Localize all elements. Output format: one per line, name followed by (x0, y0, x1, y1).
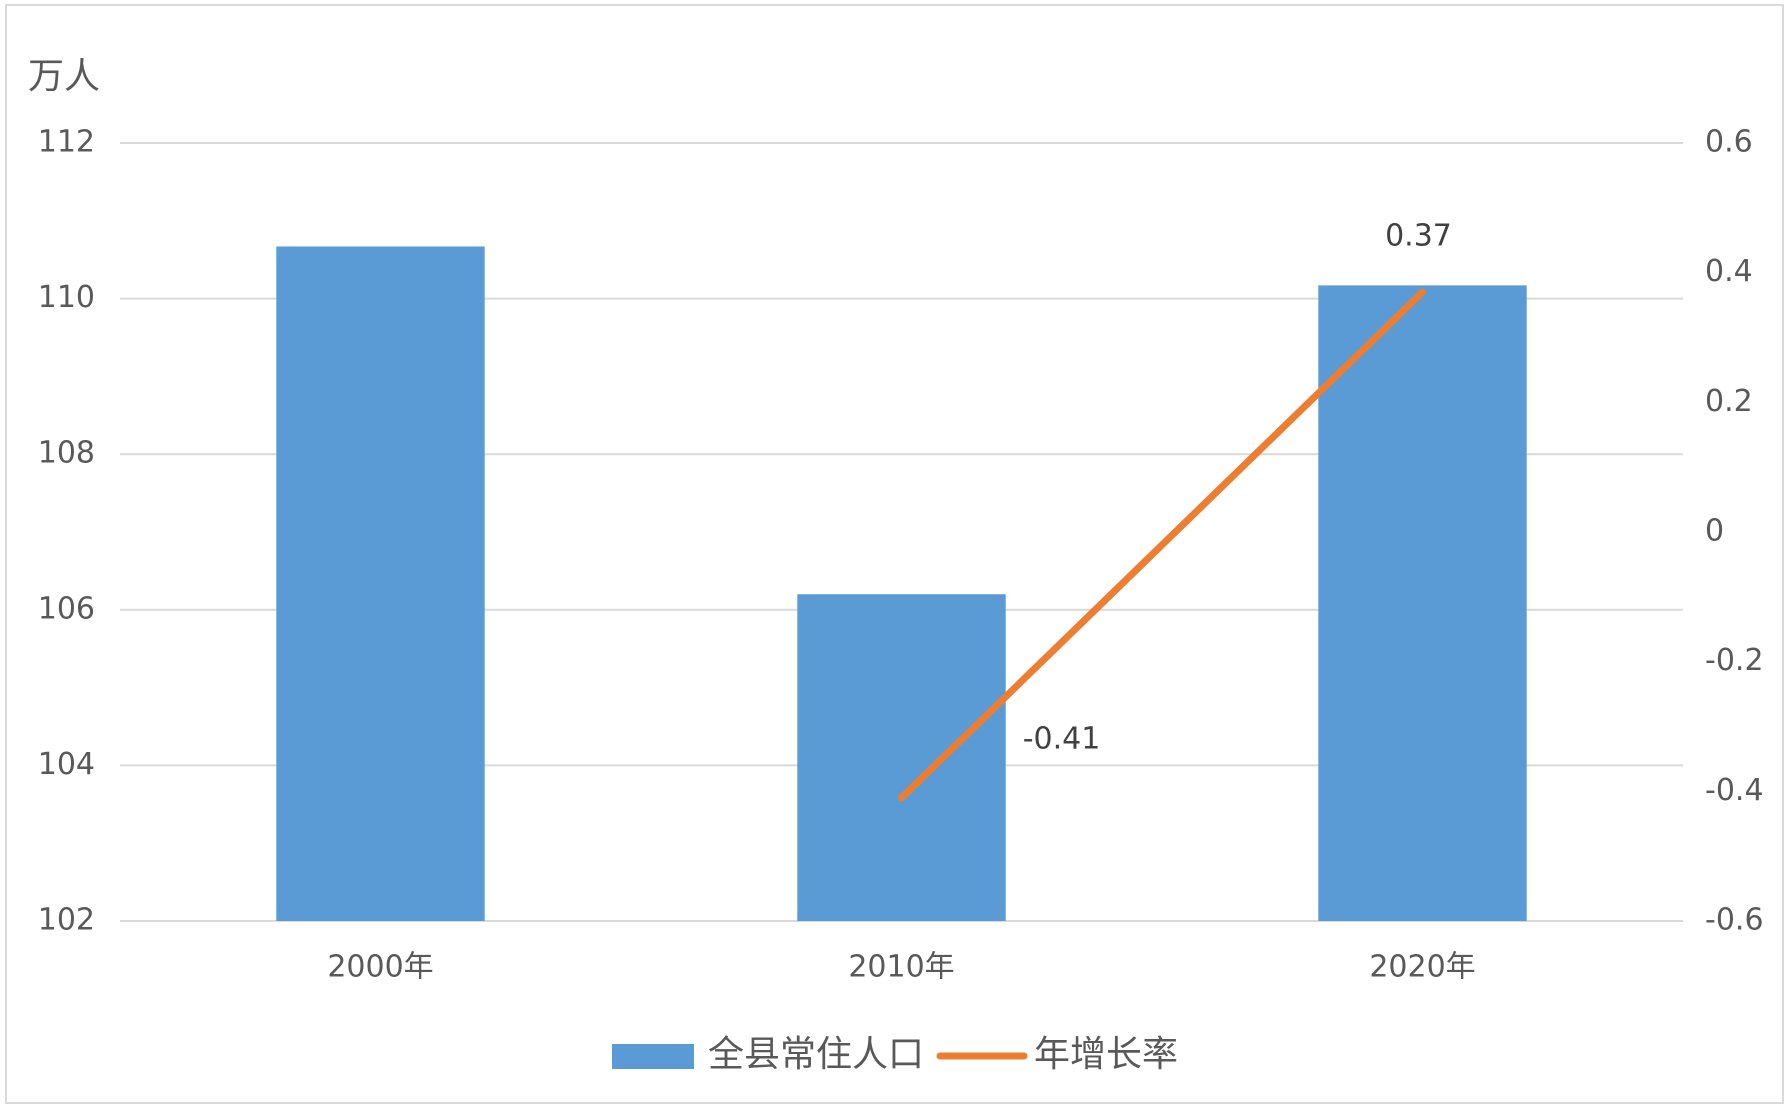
x-tick-label: 2020年 (1369, 950, 1475, 985)
x-tick-label: 2010年 (848, 950, 954, 985)
legend-swatch (612, 1044, 694, 1069)
y-tick-label: 110 (38, 280, 95, 315)
y2-tick-label: -0.2 (1705, 643, 1764, 678)
data-label: 0.37 (1385, 219, 1452, 254)
y2-tick-label: 0 (1705, 514, 1724, 549)
y-tick-label: 108 (38, 436, 95, 471)
y2-tick-label: 0.6 (1705, 125, 1753, 160)
y-unit-label: 万人 (28, 56, 100, 97)
legend-label: 年增长率 (1034, 1034, 1178, 1075)
bar (1318, 285, 1527, 921)
line (898, 288, 1426, 802)
y-tick-label: 106 (38, 591, 95, 626)
y-tick-label: 104 (38, 747, 95, 782)
y-tick-label: 112 (38, 125, 95, 160)
bar (276, 246, 485, 921)
x-tick-label: 2000年 (327, 950, 433, 985)
y2-tick-label: 0.4 (1705, 254, 1753, 289)
y2-tick-label: 0.2 (1705, 384, 1753, 419)
data-label: -0.41 (1023, 721, 1101, 756)
legend-label: 全县常住人口 (708, 1034, 924, 1075)
y-tick-label: 102 (38, 903, 95, 938)
y2-tick-label: -0.4 (1705, 773, 1764, 808)
y2-tick-label: -0.6 (1705, 903, 1764, 938)
bar (797, 594, 1006, 921)
